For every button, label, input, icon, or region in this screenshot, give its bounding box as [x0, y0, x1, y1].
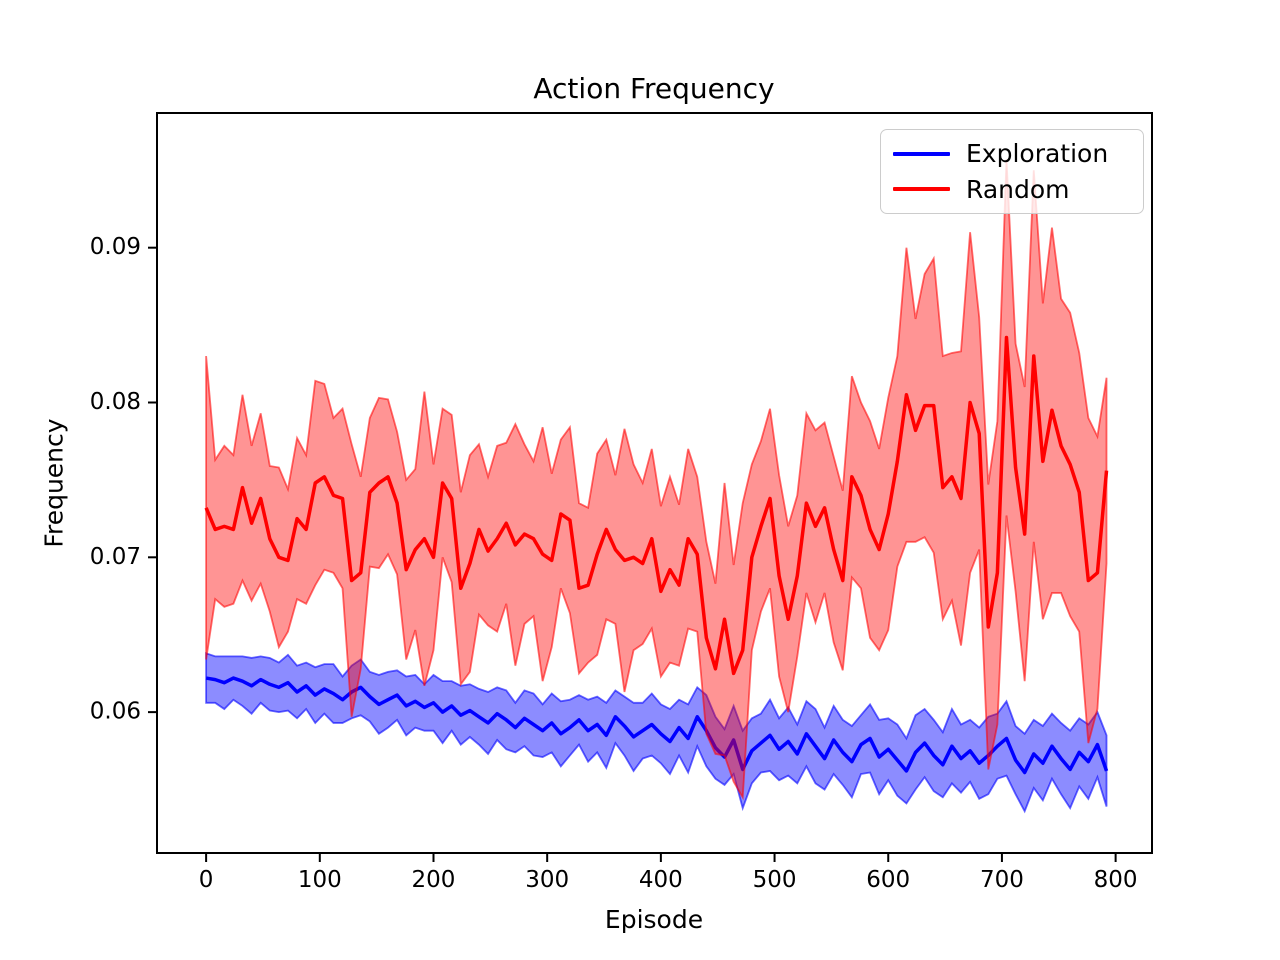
x-axis-label: Episode	[604, 905, 704, 934]
exploration-band	[205, 652, 1108, 814]
random-band	[205, 159, 1108, 801]
axes-spines	[156, 112, 1153, 854]
x-tick-label: 700	[980, 867, 1024, 893]
x-tick-label: 500	[753, 867, 797, 893]
legend-entry-exploration: Exploration	[893, 141, 1131, 166]
random-line-swatch-icon	[893, 187, 950, 192]
x-tick-label: 100	[298, 867, 342, 893]
x-tick-label: 400	[639, 867, 683, 893]
y-tick-label: 0.09	[90, 234, 141, 260]
x-tick-label: 600	[866, 867, 910, 893]
chart-title: Action Frequency	[533, 72, 775, 105]
random-mean-line	[204, 335, 1109, 676]
legend-label-exploration: Exploration	[966, 139, 1109, 169]
x-tick-label: 300	[525, 867, 569, 893]
y-tick-label: 0.08	[90, 389, 141, 415]
y-axis-label: Frequency	[39, 418, 69, 548]
plot-area	[204, 159, 1109, 814]
x-tick-label: 800	[1094, 867, 1138, 893]
legend: Exploration Random	[880, 129, 1144, 214]
x-tick-label: 200	[412, 867, 456, 893]
y-tick-label: 0.06	[90, 699, 141, 725]
legend-entry-random: Random	[893, 177, 1131, 202]
x-tick-label: 0	[199, 867, 214, 893]
legend-label-random: Random	[966, 174, 1070, 204]
exploration-line-swatch-icon	[893, 151, 950, 156]
y-tick-label: 0.07	[90, 544, 141, 570]
